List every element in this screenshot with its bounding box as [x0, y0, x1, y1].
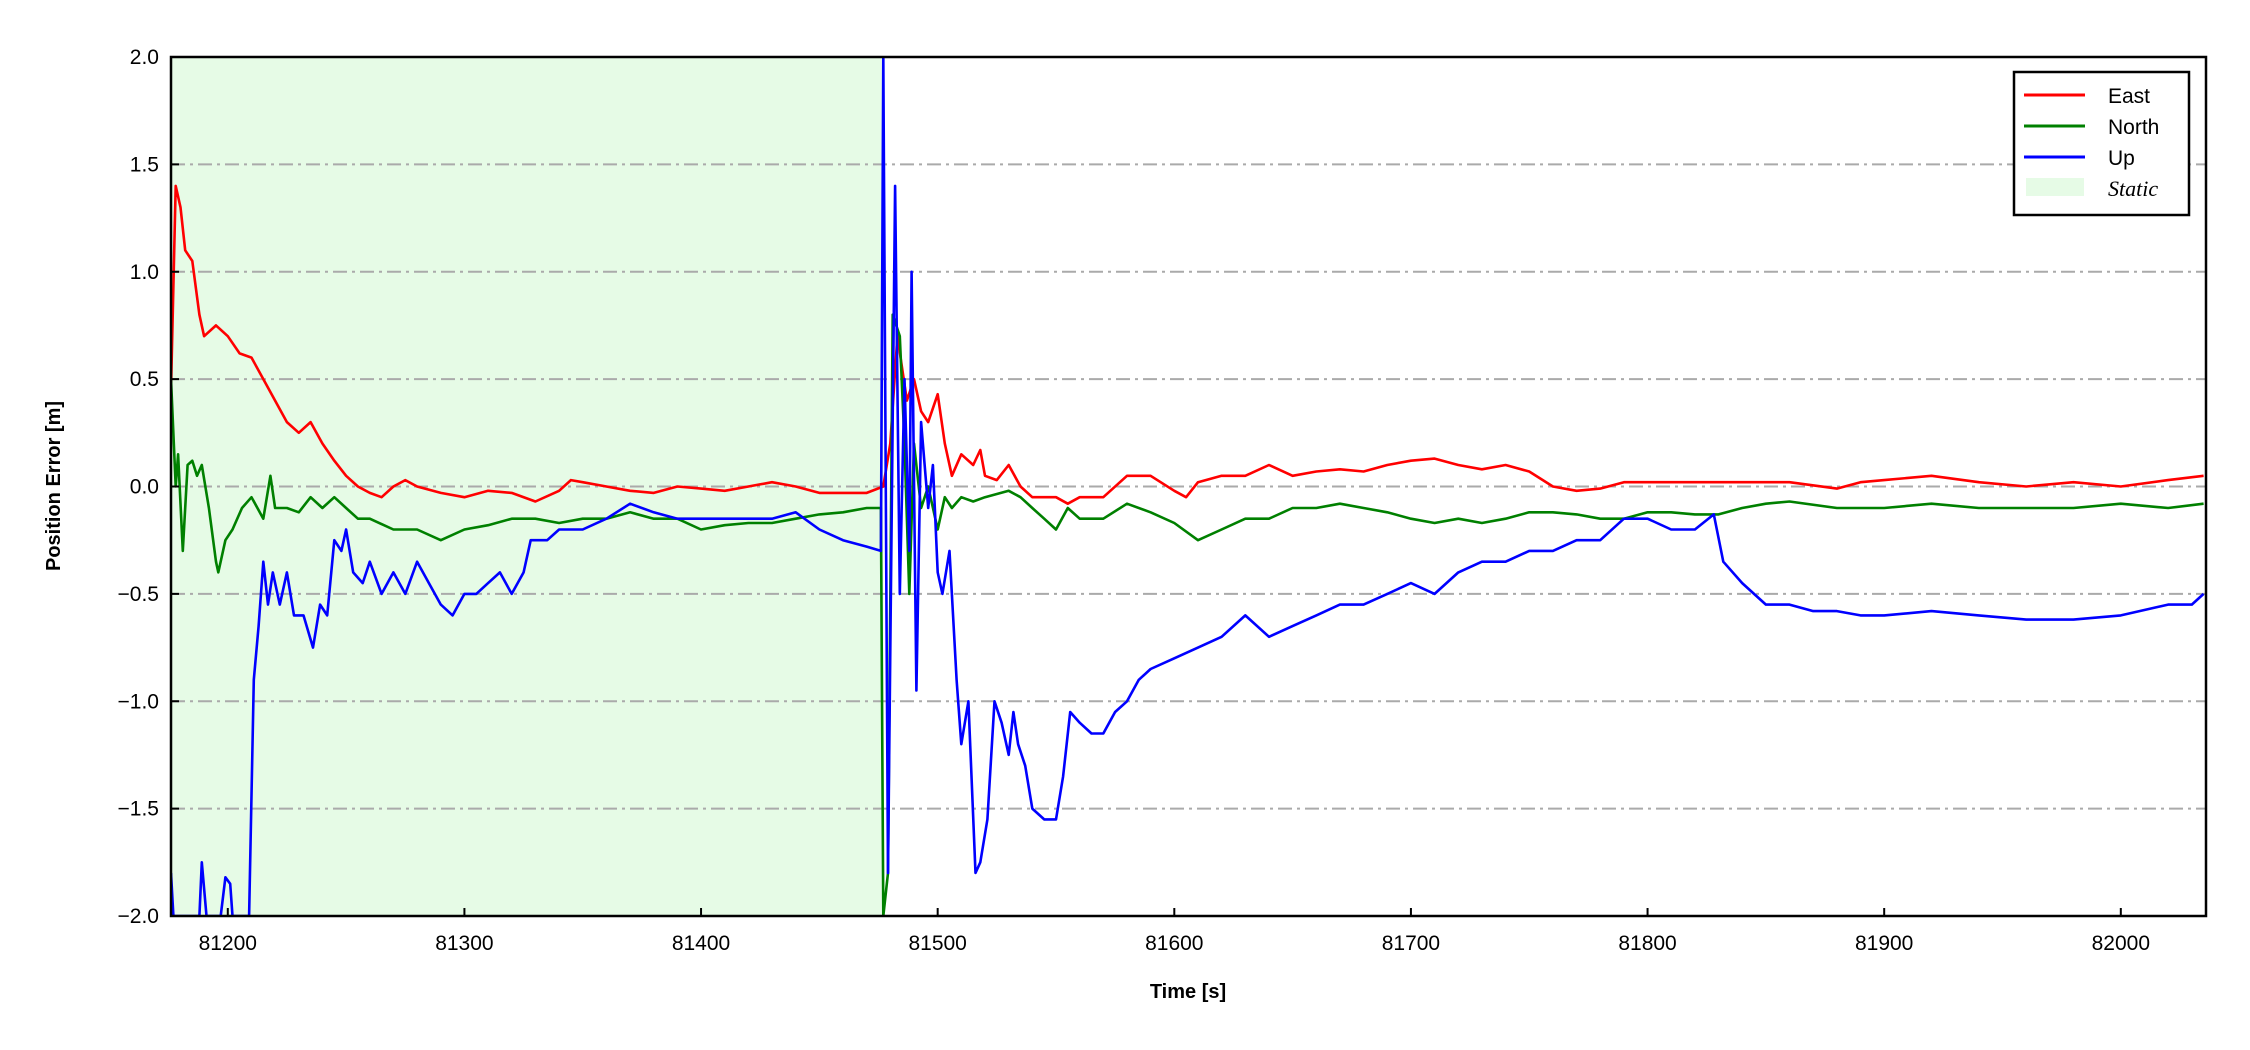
x-tick-label: 81900 — [1855, 932, 1913, 955]
y-tick-label: 1.5 — [130, 153, 159, 176]
y-tick-label: −0.5 — [118, 583, 159, 606]
legend-swatch-static — [2026, 178, 2084, 196]
x-tick-label: 82000 — [2092, 932, 2150, 955]
grid-lines — [171, 163, 2206, 810]
y-tick-label: 1.0 — [130, 261, 159, 284]
series-line-east — [171, 184, 2204, 506]
y-tick-label: −1.5 — [118, 798, 159, 821]
x-axis-label: Time [s] — [1150, 981, 1226, 1003]
axis-ticks: −2.0 −1.5 −1.0 −0.5 0.0 0.5 1.0 1.5 2.0 81200 8130… — [118, 46, 2150, 955]
y-tick-label: 2.0 — [130, 46, 159, 69]
x-tick-label: 81700 — [1382, 932, 1440, 955]
legend-label-north: North — [2108, 116, 2159, 139]
y-tick-label: 0.0 — [130, 476, 159, 499]
legend: East North Up Static — [2012, 70, 2191, 217]
x-tick-label: 81200 — [199, 932, 257, 955]
legend-label-east: East — [2108, 85, 2150, 108]
x-tick-label: 81800 — [1618, 932, 1676, 955]
x-tick-label: 81500 — [908, 932, 966, 955]
y-tick-label: 0.5 — [130, 368, 159, 391]
series-lines — [171, 57, 2205, 916]
x-tick-label: 81600 — [1145, 932, 1203, 955]
y-tick-label: −1.0 — [118, 690, 159, 713]
y-tick-label: −2.0 — [118, 905, 159, 928]
legend-label-static: Static — [2108, 176, 2158, 201]
series-line-up — [171, 57, 2205, 916]
legend-label-up: Up — [2108, 147, 2135, 170]
x-tick-label: 81400 — [672, 932, 730, 955]
x-tick-label: 81300 — [435, 932, 493, 955]
y-axis-label: Position Error [m] — [43, 401, 65, 571]
